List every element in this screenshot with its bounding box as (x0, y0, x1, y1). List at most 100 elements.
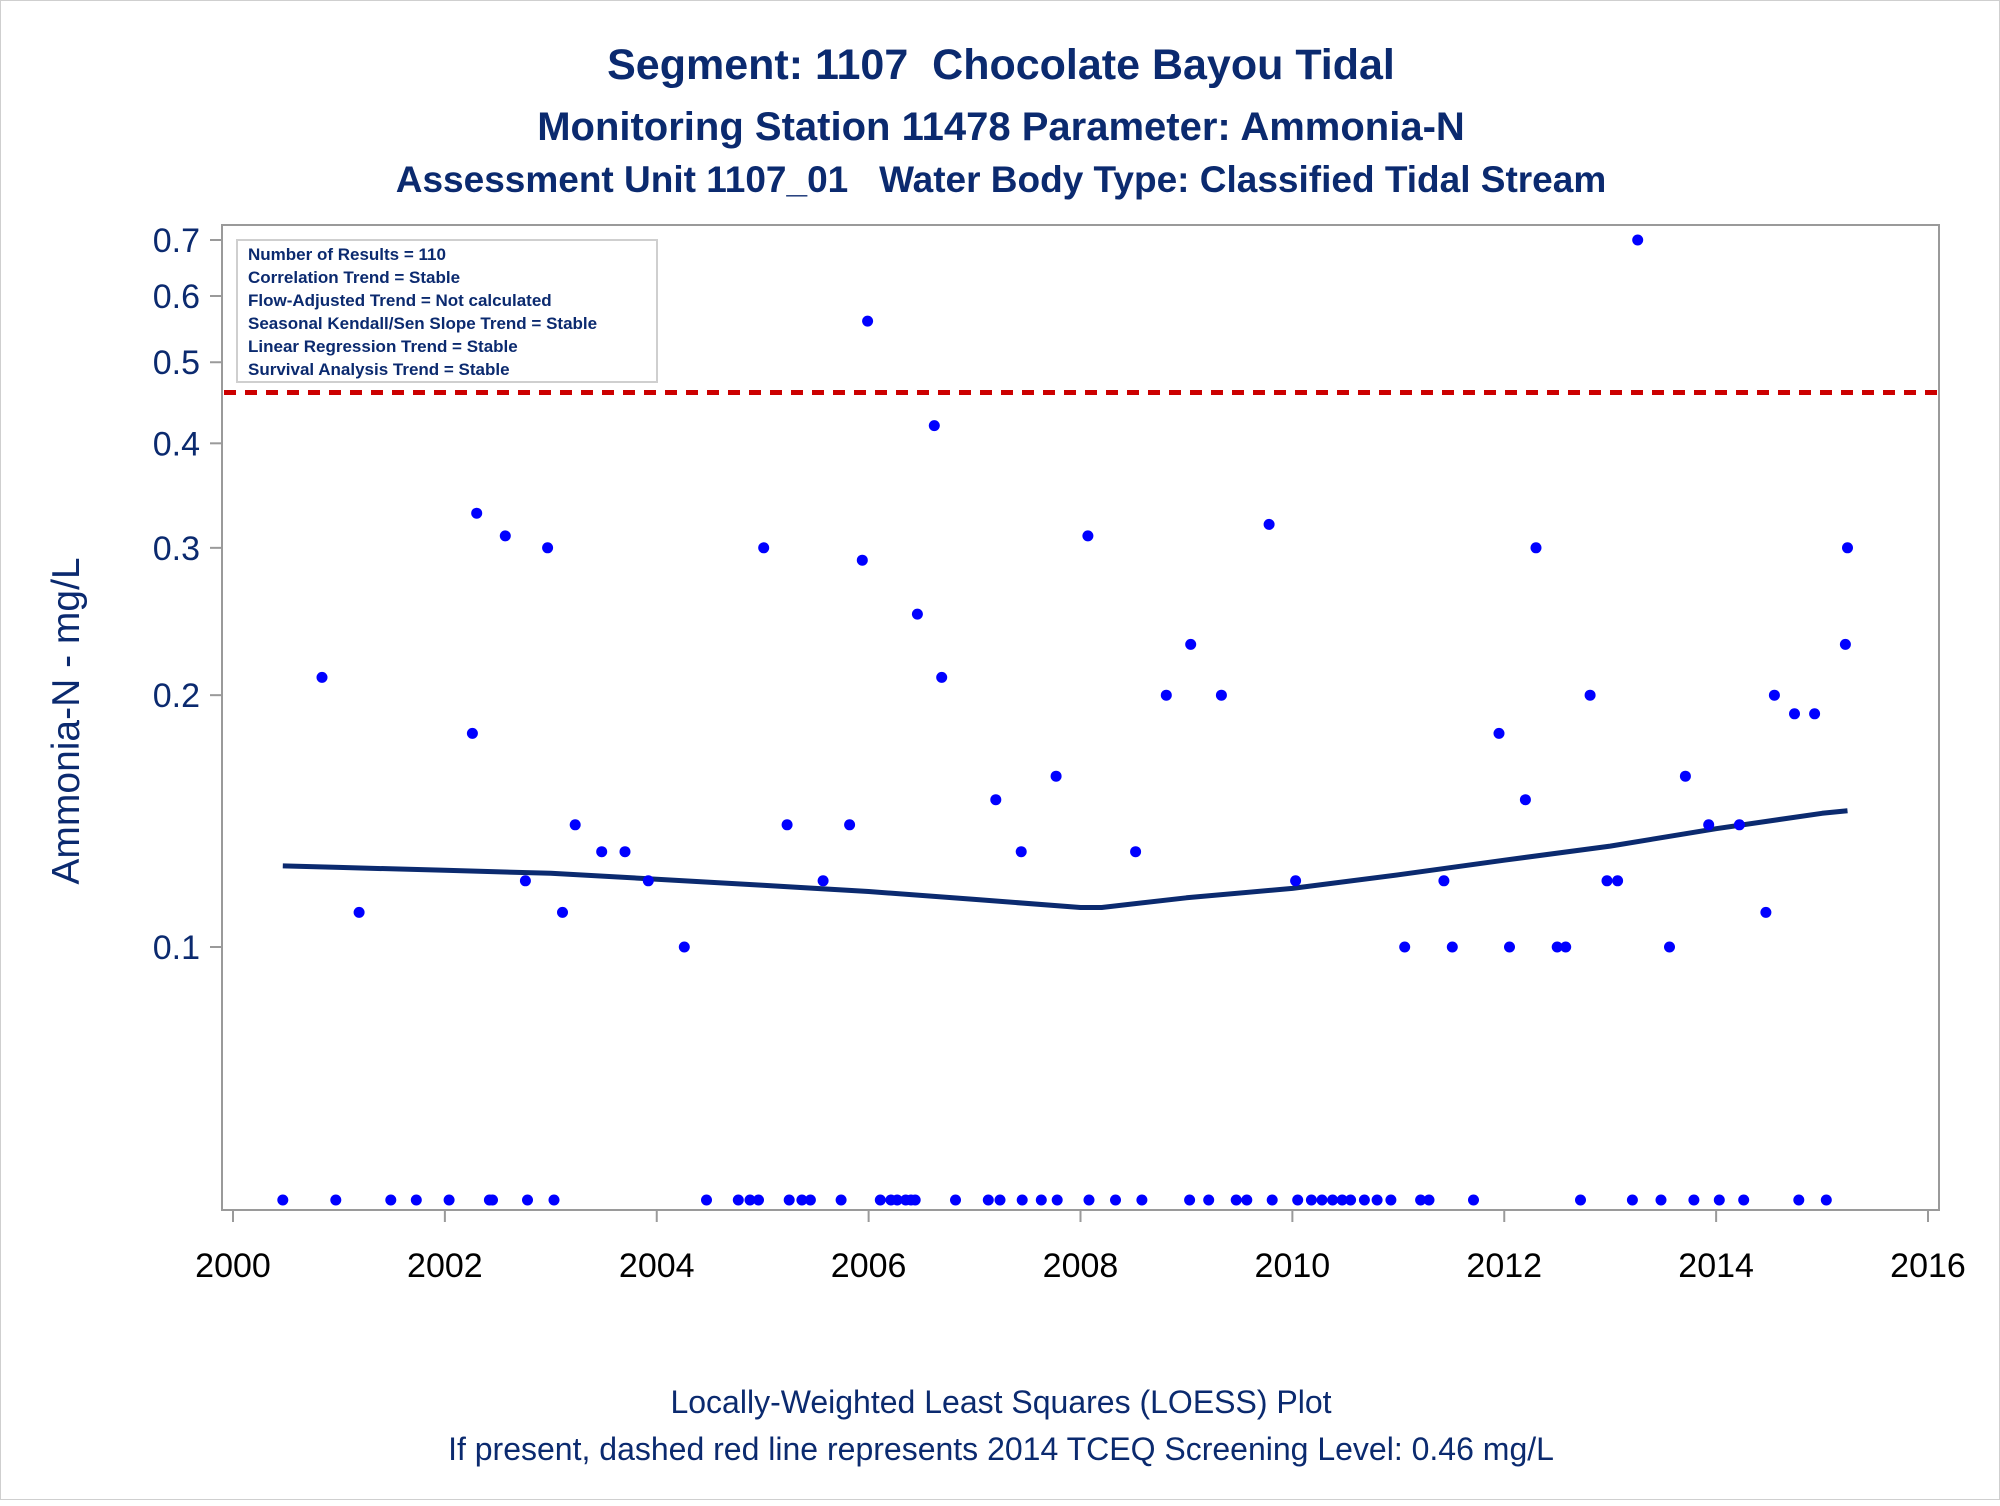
nondetect-point (1327, 1194, 1339, 1206)
nondetect-point (950, 1194, 961, 1206)
nondetect-point (1136, 1194, 1148, 1206)
stats-line: Linear Regression Trend = Stable (248, 337, 518, 356)
data-point (1760, 906, 1772, 918)
nondetect-point (1230, 1194, 1242, 1206)
data-point (862, 315, 874, 327)
nondetect-point (1016, 1194, 1028, 1206)
data-point (1446, 941, 1458, 953)
data-point (596, 846, 608, 858)
data-point (471, 507, 483, 519)
x-tick-label: 2002 (407, 1247, 483, 1285)
data-point (642, 875, 654, 887)
data-point (856, 554, 868, 566)
y-tick-label: 0.2 (153, 677, 200, 715)
nondetect-point (982, 1194, 994, 1206)
data-point (1015, 846, 1027, 858)
data-point (781, 819, 793, 831)
nondetect-point (1371, 1194, 1383, 1206)
nondetect-point (701, 1194, 712, 1206)
x-tick-label: 2016 (1890, 1247, 1966, 1285)
nondetect-point (385, 1194, 397, 1206)
nondetect-point (732, 1194, 744, 1206)
data-point (1632, 234, 1644, 246)
nondetect-point (1468, 1194, 1479, 1206)
nondetect-point (1415, 1194, 1427, 1206)
y-tick-label: 0.6 (153, 278, 200, 316)
data-point (1839, 638, 1851, 650)
data-point (353, 906, 365, 918)
data-point (1082, 530, 1094, 542)
y-tick-label: 0.1 (153, 929, 200, 967)
x-tick-label: 2012 (1466, 1247, 1542, 1285)
data-point (1438, 875, 1450, 887)
nondetect-point (744, 1194, 756, 1206)
data-point (1679, 770, 1691, 782)
data-point (466, 727, 478, 739)
data-point (1050, 770, 1062, 782)
nondetect-point (1358, 1194, 1370, 1206)
data-point (542, 542, 554, 554)
nondetect-point (522, 1194, 533, 1206)
stats-line: Number of Results = 110 (248, 245, 446, 264)
x-tick-label: 2014 (1678, 1247, 1754, 1285)
nondetect-point (835, 1194, 847, 1206)
nondetect-point (1184, 1194, 1196, 1206)
stats-line: Survival Analysis Trend = Stable (248, 360, 510, 379)
data-point (1560, 941, 1572, 953)
footnote-1: Locally-Weighted Least Squares (LOESS) P… (670, 1384, 1331, 1420)
data-point (1703, 819, 1715, 831)
y-axis-label: Ammonia-N - mg/L (45, 557, 88, 884)
data-point (1809, 708, 1821, 720)
data-point (1789, 708, 1800, 720)
chart-title: Segment: 1107 Chocolate Bayou Tidal (607, 41, 1395, 89)
y-axis: 0.1 0.2 0.3 0.4 0.5 0.6 0.7 (153, 222, 222, 967)
data-point (758, 542, 770, 554)
data-point (316, 671, 328, 683)
nondetect-point (1655, 1194, 1667, 1206)
nondetect-point (443, 1194, 455, 1206)
data-point (1130, 846, 1142, 858)
data-point (1519, 794, 1531, 806)
data-point (844, 819, 856, 831)
nondetect-point (1385, 1194, 1397, 1206)
chart-subtitle-2: Assessment Unit 1107_01 Water Body Type:… (396, 159, 1607, 200)
nondetect-point (804, 1194, 816, 1206)
data-point (1733, 819, 1745, 831)
chart-subtitle-1: Monitoring Station 11478 Parameter: Ammo… (537, 105, 1465, 149)
nondetect-point (1336, 1194, 1348, 1206)
data-point (519, 875, 531, 887)
y-tick-label: 0.3 (153, 530, 200, 568)
data-point (1493, 727, 1505, 739)
data-point (928, 420, 940, 432)
stats-box: Number of Results = 110 Correlation Tren… (236, 239, 658, 383)
stats-box-border (236, 239, 658, 383)
nondetect-point (277, 1194, 289, 1206)
nondetect-point (1083, 1194, 1095, 1206)
nondetect-point (796, 1194, 808, 1206)
nondetect-point (1316, 1194, 1328, 1206)
data-point (1399, 941, 1411, 953)
nondetect-point (1292, 1194, 1304, 1206)
data-point (911, 608, 923, 620)
y-tick-label: 0.4 (153, 425, 200, 463)
data-point (1290, 875, 1302, 887)
footnote-2: If present, dashed red line represents 2… (448, 1431, 1554, 1467)
data-point (1612, 875, 1624, 887)
nondetect-point (1051, 1194, 1063, 1206)
y-tick-label: 0.5 (153, 344, 200, 382)
nondetect-point (1266, 1194, 1278, 1206)
nondetect-point (1626, 1194, 1638, 1206)
stats-line: Flow-Adjusted Trend = Not calculated (248, 291, 552, 310)
data-point (569, 819, 581, 831)
y-tick-label: 0.7 (153, 222, 200, 260)
nondetect-point (330, 1194, 342, 1206)
stats-line: Seasonal Kendall/Sen Slope Trend = Stabl… (248, 314, 597, 333)
x-tick-label: 2000 (195, 1247, 271, 1285)
x-axis: 2000 2002 2004 2006 2008 2010 2012 2014 2016 (195, 1210, 1966, 1285)
nondetect-point (1035, 1194, 1047, 1206)
x-tick-label: 2006 (831, 1247, 907, 1285)
nondetect-point (874, 1194, 886, 1206)
data-point (619, 846, 631, 858)
nondetect-point (1713, 1194, 1725, 1206)
data-point (1504, 941, 1515, 953)
